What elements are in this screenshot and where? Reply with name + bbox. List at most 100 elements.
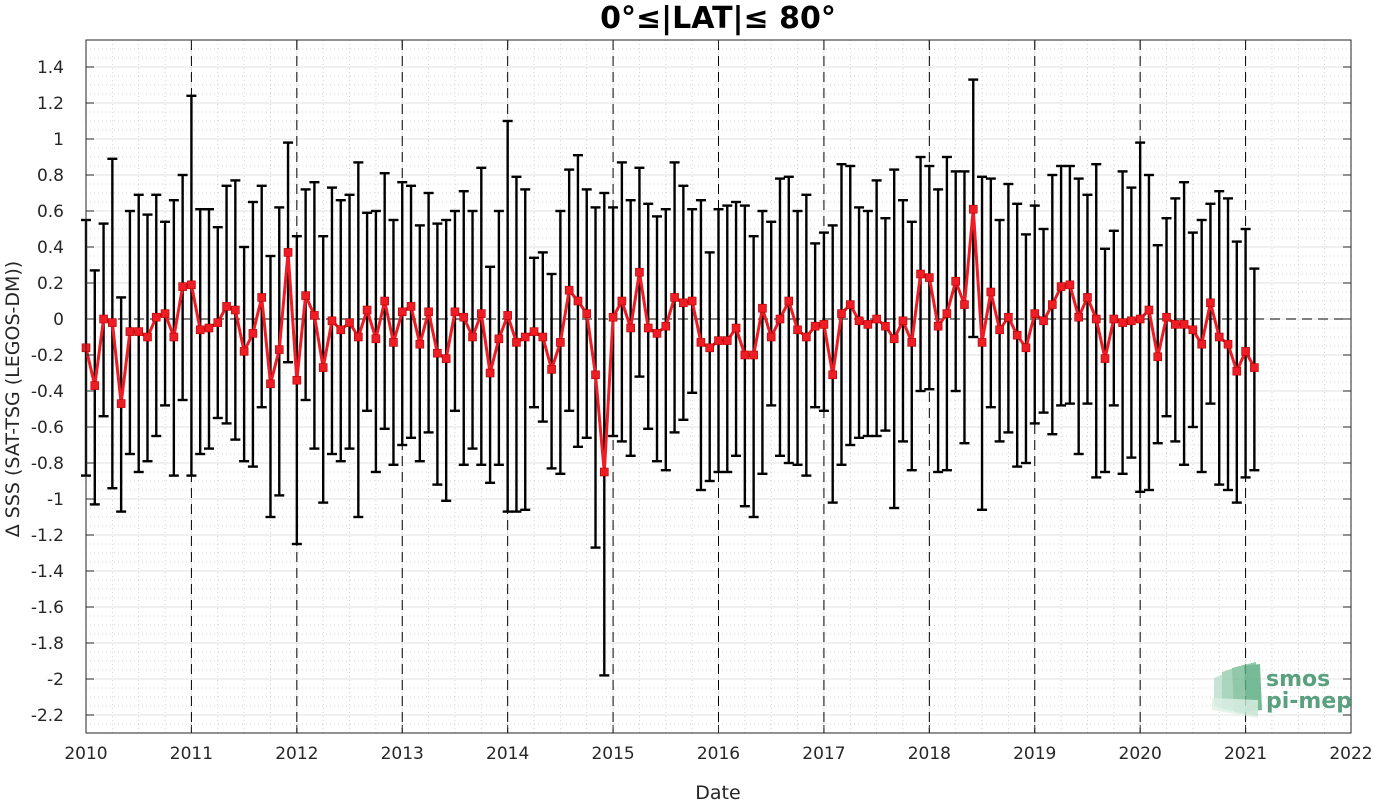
data-point [134,327,144,336]
data-point [143,332,152,342]
data-point [1004,312,1013,322]
axis-ticks [85,40,1352,733]
data-point [907,338,917,347]
data-point [1127,316,1136,326]
data-point [1171,320,1180,329]
data-point [722,336,732,345]
data-point [1214,332,1224,342]
data-point [213,318,223,327]
y-tick-label: 1.4 [37,58,64,78]
logo-text-line1: smos [1266,667,1330,692]
x-tick-label: 2012 [275,744,318,764]
data-point [863,320,873,329]
data-point [1012,330,1022,340]
data-point [968,204,978,214]
data-point [1109,314,1119,324]
data-point [108,318,117,327]
data-point [178,282,187,291]
smos-pi-mep-logo: smos pi-mep [1212,662,1352,718]
data-point [547,365,556,374]
data-point [731,323,741,333]
data-point [933,321,943,331]
data-point [670,293,679,302]
data-point [608,312,618,322]
y-axis-label: Δ SSS (SAT-TSG (LEGOS-DM)) [2,261,24,537]
data-point [160,309,170,318]
data-point [942,309,952,318]
x-tick-label: 2014 [486,744,529,764]
data-point [301,291,310,300]
y-tick-label: -1.4 [31,562,64,582]
data-point [889,334,899,344]
x-tick-label: 2015 [591,744,634,764]
data-point [916,269,925,279]
data-point [125,327,135,336]
data-point [362,305,372,315]
data-point [687,296,697,306]
data-point [1048,300,1057,309]
data-point [116,399,126,408]
data-point [740,350,750,360]
data-point [951,276,960,286]
x-tick-label: 2013 [381,744,424,764]
y-tick-label: 0.6 [37,202,64,222]
data-point [1144,305,1154,315]
data-point [1135,314,1145,324]
data-point [714,336,723,345]
y-tick-label: 0.2 [37,274,64,294]
data-point [231,305,240,315]
data-point [925,273,934,282]
data-point [151,312,161,322]
data-point [503,311,512,320]
data-point [459,312,469,322]
data-point [564,285,574,295]
data-point [819,320,829,329]
data-point [239,347,249,356]
data-point [1162,312,1171,322]
data-point [187,280,196,290]
data-point [468,332,477,342]
data-point [538,332,548,342]
data-point [705,343,715,353]
data-point [336,325,346,335]
x-tick-label: 2019 [1013,744,1056,764]
data-point [310,311,319,320]
y-tick-label: -1.2 [31,526,64,546]
y-tick-label: -1 [47,490,64,510]
y-tick-label: -0.8 [31,454,64,474]
data-point [1056,282,1066,291]
logo-text-line2: pi-mep [1266,689,1352,714]
data-point [679,298,688,308]
data-point [441,354,451,363]
data-point [222,302,231,311]
data-point [837,309,846,318]
x-tick-label: 2018 [908,744,951,764]
data-point [389,338,398,347]
data-point [995,325,1004,335]
data-point [266,379,275,389]
data-point [477,309,486,318]
y-tick-label: -1.6 [31,598,64,618]
data-point [1030,309,1040,318]
x-tick-label: 2010 [64,744,107,764]
y-tick-labels: 1.4 1.2 1 0.8 0.6 0.4 0.2 0 -0.2 -0.4 -0.6 -0.8 -1 -1… [31,58,64,726]
data-point [1118,318,1127,327]
data-point [573,296,583,306]
data-point [274,345,284,354]
data-point [494,334,504,344]
data-point [529,327,539,336]
data-point [169,332,179,342]
data-point [283,248,293,257]
data-point [793,325,802,335]
y-tick-label: 0.8 [37,166,64,186]
data-point [485,368,495,378]
data-point [749,350,758,360]
data-point [1074,312,1083,322]
chart-title: 0°≤|LAT|≤ 80° [600,1,836,36]
y-tick-label: 1 [53,130,64,150]
data-point [248,329,258,338]
data-point [345,318,354,327]
y-tick-label: -0.6 [31,418,64,438]
data-point [1223,339,1233,349]
